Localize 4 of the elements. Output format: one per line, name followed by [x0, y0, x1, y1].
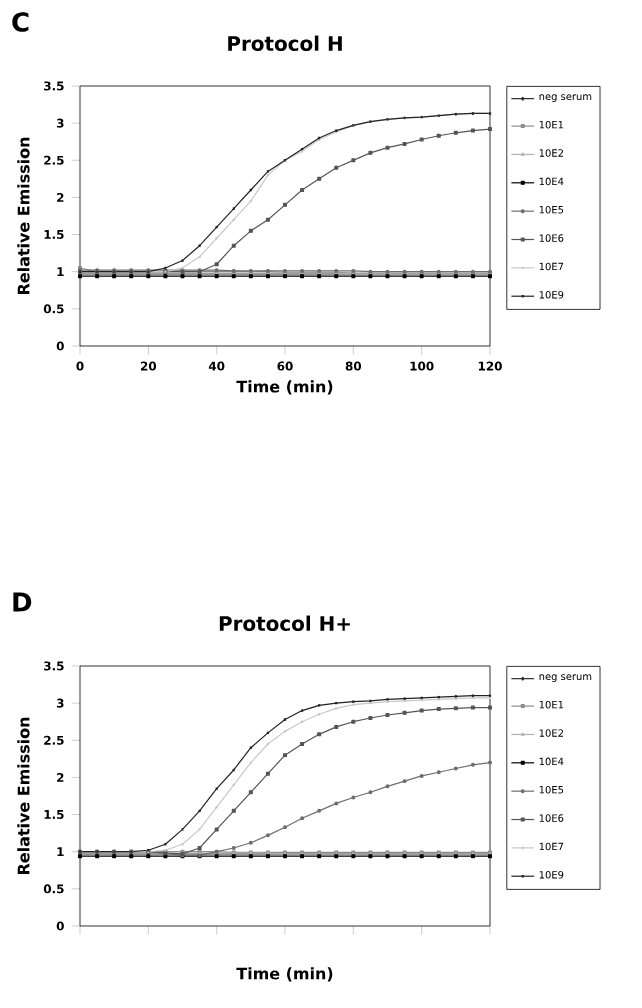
- text: D: [13, 592, 32, 612]
- chart-title: Protocol H+: [219, 615, 350, 631]
- chart-title: Protocol H: [228, 35, 342, 51]
- text: C: [12, 12, 29, 32]
